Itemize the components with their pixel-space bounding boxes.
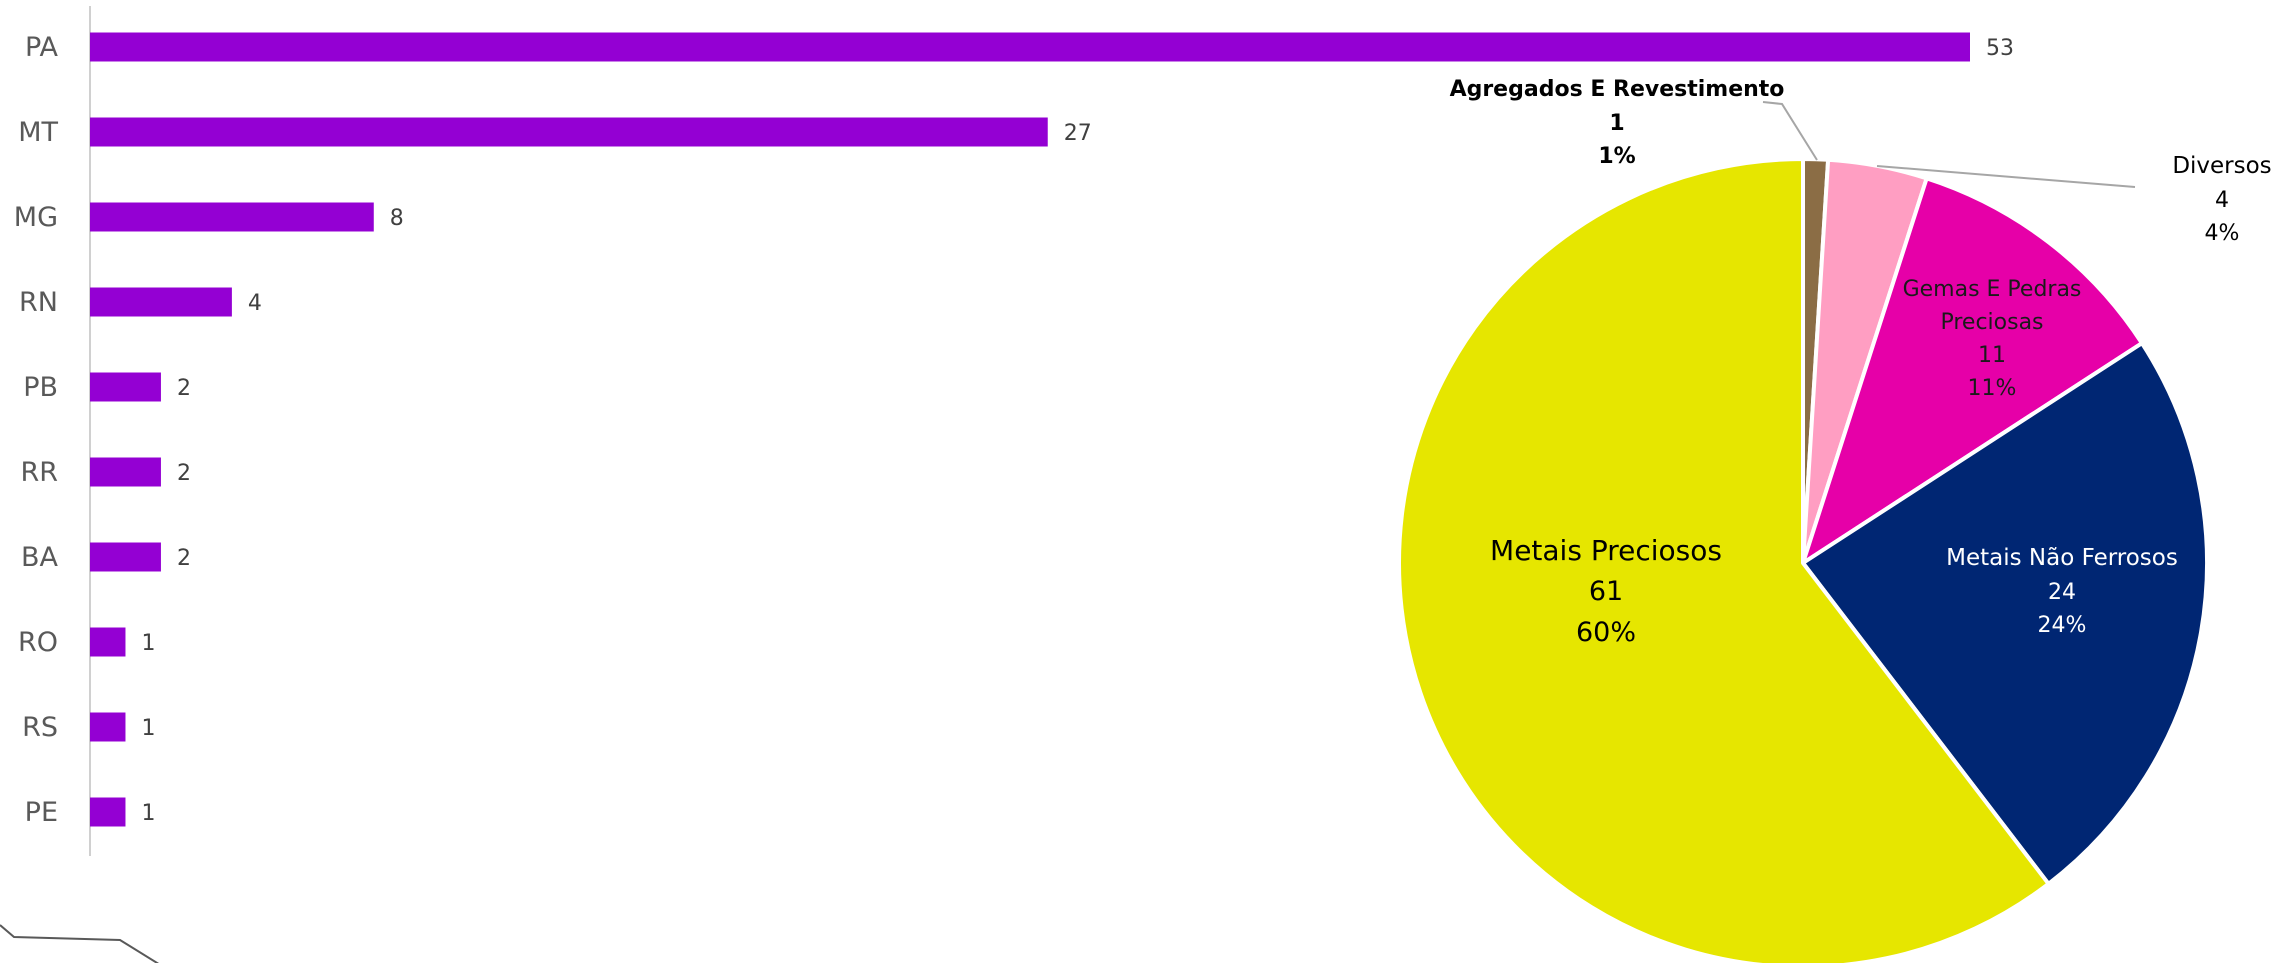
pie-slice-name: Diversos — [2172, 153, 2271, 179]
stray-connector-line — [0, 925, 162, 963]
bar-pa — [90, 33, 1970, 62]
pie-slice-name: Gemas E Pedras — [1903, 277, 2082, 302]
bar-category-label: MG — [14, 202, 58, 233]
pie-slice-percent: 24% — [2038, 613, 2087, 638]
pie-slice-name: Preciosas — [1940, 310, 2043, 335]
pie-slice-name: Agregados E Revestimento — [1450, 77, 1785, 102]
bar-category-label: PE — [25, 797, 58, 828]
bar-category-label: RO — [18, 627, 58, 658]
bar-value-label: 27 — [1064, 121, 1092, 146]
pie-slice-name: Metais Não Ferrosos — [1946, 545, 2178, 571]
decorative-lines — [0, 925, 162, 963]
bar-category-label: RS — [22, 712, 58, 743]
bar-category-label: RN — [19, 287, 58, 318]
bar-ba — [90, 543, 161, 572]
bar-mt — [90, 118, 1048, 147]
pie-slice-value: 4 — [2215, 188, 2229, 213]
bar-value-label: 4 — [248, 291, 262, 316]
bar-category-label: BA — [21, 542, 59, 573]
bar-rn — [90, 288, 232, 317]
bar-value-label: 1 — [141, 801, 155, 826]
pie-slice-percent: 60% — [1576, 617, 1636, 648]
pie-slice-name: Metais Preciosos — [1490, 534, 1722, 567]
bar-category-label: MT — [18, 117, 58, 148]
pie-slice-percent: 4% — [2205, 221, 2240, 246]
bar-category-label: RR — [20, 457, 58, 488]
bar-value-label: 53 — [1986, 36, 2014, 61]
bar-value-label: 2 — [177, 461, 191, 486]
bar-mg — [90, 203, 374, 232]
pie-leader-line — [1763, 102, 1817, 160]
bar-value-label: 1 — [141, 716, 155, 741]
bar-category-label: PA — [25, 32, 59, 63]
bar-pe — [90, 798, 125, 827]
bar-value-label: 2 — [177, 546, 191, 571]
pie-slice-value: 61 — [1589, 576, 1623, 607]
pie-slice-value: 24 — [2048, 580, 2076, 605]
bar-pb — [90, 373, 161, 402]
bar-rr — [90, 458, 161, 487]
bar-category-label: PB — [23, 372, 58, 403]
bar-rs — [90, 713, 125, 742]
bar-value-label: 2 — [177, 376, 191, 401]
pie-slice-percent: 1% — [1598, 144, 1635, 169]
bar-value-label: 8 — [390, 206, 404, 231]
pie-slice-percent: 11% — [1968, 376, 2017, 401]
bar-ro — [90, 628, 125, 657]
bar-value-label: 1 — [141, 631, 155, 656]
pie-slice-value: 1 — [1609, 111, 1624, 136]
pie-slice-value: 11 — [1978, 343, 2006, 368]
